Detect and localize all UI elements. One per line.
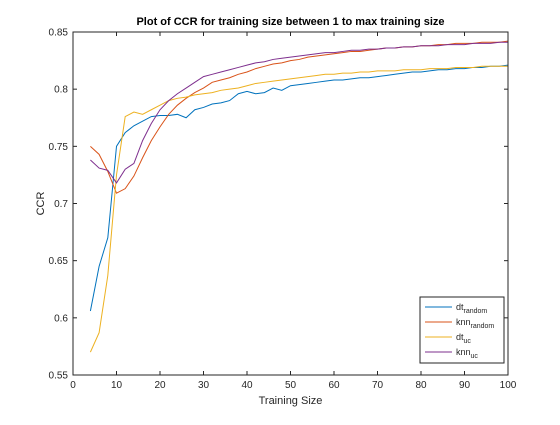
legend-label-subscript: random [464,308,488,315]
legend-label-subscript: uc [464,338,472,345]
y-tick-label: 0.8 [54,85,68,96]
legend-label: dtrandom [456,302,487,315]
x-tick-label: 80 [415,380,427,391]
x-tick-label: 40 [241,380,253,391]
series-line-dt-uc [89,65,508,353]
x-tick-label: 30 [198,380,210,391]
x-tick-label: 90 [459,380,471,391]
legend-label-subscript: random [471,323,495,330]
y-tick-label: 0.7 [54,199,68,210]
y-tick-label: 0.65 [49,256,69,267]
series-line-knn-uc [90,41,508,184]
legend-label: dtuc [456,332,471,345]
legend-label-main: knn [456,347,471,357]
chart-title: Plot of CCR for training size between 1 … [136,16,444,28]
legend-label-main: knn [456,317,471,327]
series-line-dt-random [89,64,509,312]
legend-label-main: dt [456,302,464,312]
x-tick-label: 60 [328,380,340,391]
y-tick-label: 0.55 [49,371,69,382]
x-tick-label: 10 [111,380,123,391]
x-tick-label: 20 [154,380,166,391]
legend-label-subscript: uc [471,353,479,360]
x-axis-label: Training Size [259,395,323,407]
legend-label: knnrandom [456,317,494,330]
x-tick-label: 50 [285,380,297,391]
series-line-knn-random [90,40,509,194]
legend-label-main: dt [456,332,464,342]
ticks-layer: 0 10 20 30 40 50 60 70 80 90 100 0.55 0.6 0.65 0.7 0.75… [49,28,517,392]
y-tick-label: 0.75 [49,142,69,153]
y-tick-label: 0.85 [49,28,69,39]
y-axis-label: CCR [35,192,47,216]
x-tick-label: 100 [500,380,517,391]
legend-label: knnuc [456,347,478,360]
x-tick-label: 0 [70,380,76,391]
series-layer [89,40,509,353]
y-tick-label: 0.6 [54,313,68,324]
x-tick-label: 70 [372,380,384,391]
